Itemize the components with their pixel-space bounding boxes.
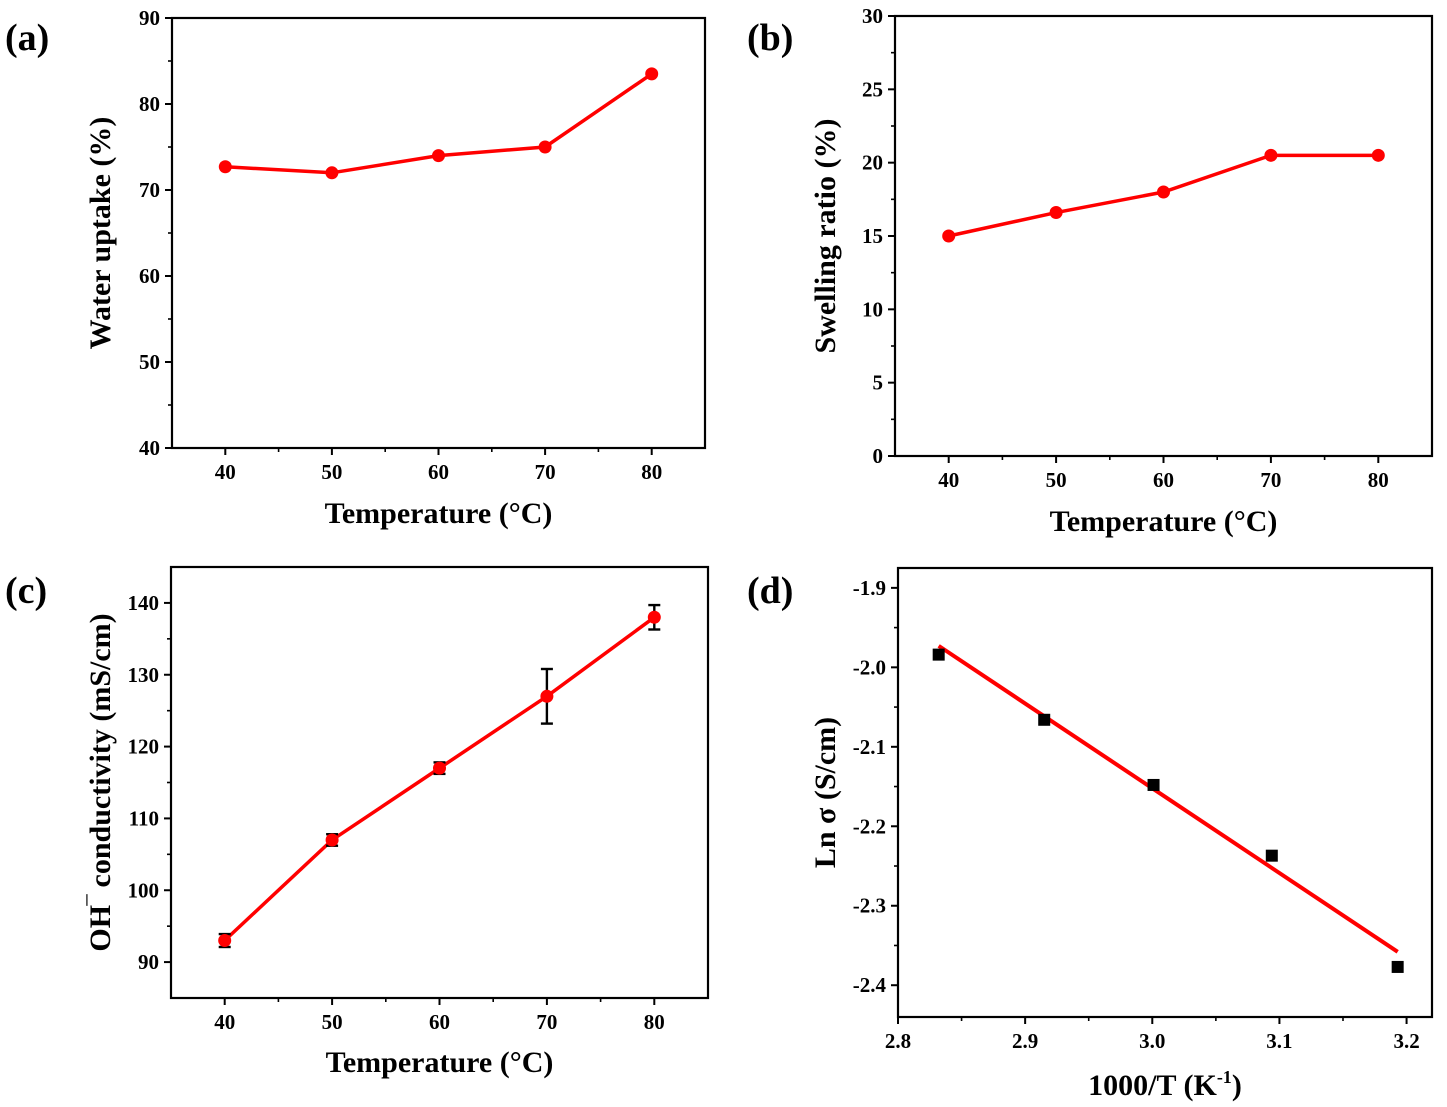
x-tick-label: 70 (1260, 468, 1281, 492)
x-tick-label: 70 (536, 1010, 557, 1034)
y-tick-label: -2.0 (853, 655, 886, 679)
y-tick-label: 80 (139, 92, 160, 116)
x-tick-label: 40 (938, 468, 959, 492)
y-tick-label: 50 (139, 350, 160, 374)
y-axis-title: Swelling ratio (%) (809, 119, 842, 354)
x-axis-title: Temperature (°C) (1050, 505, 1278, 538)
x-tick-label: 80 (1368, 468, 1389, 492)
data-point (432, 149, 445, 163)
y-tick-label: -1.9 (853, 576, 886, 600)
chart-panel-d: 2.8 2.9 3.0 3.1 3.2 -1.9 -2.0 -2.1 -2.2 -2.3 -2.4 1… (747, 566, 1434, 1102)
y-axis-title: OH‾ conductivity (mS/cm) (84, 613, 117, 951)
y-tick-label: 0 (873, 444, 884, 468)
y-axis-title: Ln σ (S/cm) (809, 717, 842, 868)
x-tick-label: 50 (322, 1010, 343, 1034)
data-point (1264, 148, 1278, 162)
y-tick-label: 130 (128, 663, 160, 687)
chart-panel-b: 40 50 60 70 80 0 5 10 15 20 25 30 Temperature (°C) Sw… (747, 4, 1434, 538)
y-tick-label: 40 (139, 436, 160, 460)
data-point (1038, 713, 1051, 726)
data-point (538, 140, 552, 154)
y-tick-label: 20 (862, 151, 883, 175)
x-tick-label: 60 (429, 1010, 450, 1034)
x-tick-label: 2.9 (1012, 1029, 1038, 1053)
x-tick-label: 50 (1046, 468, 1067, 492)
x-tick-label: 70 (535, 460, 556, 484)
x-tick-label: 3.2 (1393, 1029, 1419, 1053)
data-point (647, 610, 661, 624)
x-tick-label: 60 (1153, 468, 1174, 492)
y-tick-label: 70 (139, 178, 160, 202)
data-point (1049, 206, 1063, 220)
x-axis-title: Temperature (°C) (326, 1046, 554, 1079)
y-tick-label: -2.1 (853, 735, 886, 759)
x-tick-label: 80 (641, 460, 662, 484)
y-tick-label: -2.4 (853, 973, 887, 997)
plot-frame (896, 566, 1434, 1019)
x-tick-label: 60 (428, 460, 449, 484)
linear-fit-line (937, 644, 1399, 954)
x-tick-label: 50 (321, 460, 342, 484)
y-tick-label: 120 (128, 735, 160, 759)
y-tick-label: 10 (862, 297, 883, 321)
plot-frame (893, 14, 1434, 458)
panel-label: (b) (747, 17, 793, 59)
x-axis-title-main: 1000/T (K (1088, 1069, 1217, 1102)
panel-label: (c) (5, 570, 47, 612)
chart-panel-a: 40 50 60 70 80 40 50 60 70 80 90 Temperature (°C) Wa… (5, 6, 707, 530)
panel-label: (a) (5, 17, 49, 59)
data-point (1391, 960, 1404, 973)
data-point (1371, 148, 1385, 162)
y-tick-label: 30 (862, 4, 883, 28)
plot-frame (170, 16, 707, 450)
y-tick-label: 90 (138, 950, 159, 974)
y-tick-label: 15 (862, 224, 883, 248)
y-tick-label: 100 (128, 878, 160, 902)
data-point (218, 160, 232, 174)
data-point (1265, 849, 1278, 862)
data-point (540, 689, 554, 703)
data-point (645, 67, 659, 81)
y-tick-label: -2.2 (853, 814, 886, 838)
chart-panel-c: 40 50 60 70 80 90 100 110 120 130 140 Temperature (… (5, 565, 710, 1079)
data-point (325, 833, 339, 847)
x-tick-label: 40 (214, 1010, 235, 1034)
y-tick-label: 25 (862, 77, 883, 101)
x-tick-label: 40 (215, 460, 236, 484)
x-tick-label: 3.1 (1266, 1029, 1292, 1053)
y-tick-label: -2.3 (853, 894, 886, 918)
x-axis-title: Temperature (°C) (325, 497, 553, 530)
data-point (433, 761, 446, 775)
x-axis-title-superscript: -1 (1217, 1067, 1232, 1087)
data-point (942, 229, 956, 243)
y-tick-label: 110 (129, 806, 159, 830)
data-point (218, 934, 232, 948)
x-tick-label: 80 (644, 1010, 665, 1034)
x-axis-title-end: ) (1232, 1069, 1242, 1102)
y-tick-label: 90 (139, 6, 160, 30)
data-point (325, 166, 339, 180)
plot-frame (169, 565, 710, 1000)
y-tick-label: 5 (873, 371, 884, 395)
series-line (223, 615, 656, 942)
data-point (1157, 185, 1170, 199)
y-axis-title: Water uptake (%) (84, 117, 117, 350)
panel-label: (d) (747, 570, 793, 612)
x-tick-label: 3.0 (1139, 1029, 1165, 1053)
y-tick-label: 140 (128, 591, 160, 615)
x-axis-title: 1000/T (K-1) (1088, 1067, 1242, 1102)
data-point (1147, 778, 1160, 791)
x-tick-label: 2.8 (885, 1029, 911, 1053)
y-tick-label: 60 (139, 264, 160, 288)
data-point (932, 648, 945, 661)
